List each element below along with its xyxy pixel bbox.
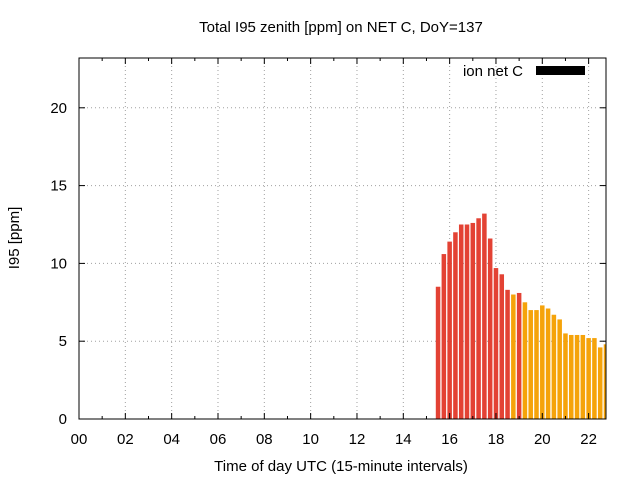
bar xyxy=(441,254,447,419)
plot-frame xyxy=(78,57,607,420)
bar xyxy=(528,310,533,419)
bar xyxy=(435,286,441,419)
bar xyxy=(522,302,528,419)
x-tick-label: 16 xyxy=(441,431,458,448)
bar xyxy=(476,218,481,419)
bar xyxy=(557,319,562,419)
bar xyxy=(540,305,545,419)
x-tick-label: 12 xyxy=(349,431,366,448)
y-tick-label: 0 xyxy=(59,411,67,428)
x-tick-label: 06 xyxy=(210,431,227,448)
bar xyxy=(511,294,516,419)
tick-labels: 00 02 04 06 08 10 12 14 16 18 20 22 0 5 10 15 20 xyxy=(50,100,597,448)
y-tick-label: 10 xyxy=(50,255,67,272)
x-tick-label: 04 xyxy=(163,431,180,448)
bar xyxy=(464,224,470,419)
bar xyxy=(592,338,597,419)
bars-group xyxy=(435,213,606,419)
x-tick-label: 14 xyxy=(395,431,412,448)
bar xyxy=(551,314,557,419)
bar xyxy=(453,232,458,419)
x-tick-label: 02 xyxy=(117,431,134,448)
bar xyxy=(505,289,510,419)
bar xyxy=(447,241,452,419)
bar xyxy=(516,292,522,419)
x-tick-label: 18 xyxy=(488,431,505,448)
bar xyxy=(563,333,568,419)
bar xyxy=(568,334,574,419)
chart-title: Total I95 zenith [ppm] on NET C, DoY=137 xyxy=(199,19,483,36)
bar xyxy=(499,274,505,419)
bar xyxy=(580,334,586,419)
bar xyxy=(458,224,464,419)
legend-label: ion net C xyxy=(463,63,523,80)
bar xyxy=(482,213,487,419)
x-tick-label: 00 xyxy=(71,431,88,448)
bar xyxy=(470,222,476,419)
bar xyxy=(586,338,591,419)
y-tick-label: 20 xyxy=(50,100,67,117)
y-tick-label: 15 xyxy=(50,178,67,195)
x-tick-label: 10 xyxy=(302,431,319,448)
legend-swatch xyxy=(536,66,585,75)
axis-ticks xyxy=(78,58,606,420)
x-tick-label: 08 xyxy=(256,431,273,448)
x-tick-label: 22 xyxy=(580,431,597,448)
y-tick-label: 5 xyxy=(59,333,67,350)
bar xyxy=(493,268,499,419)
bar xyxy=(487,238,493,419)
bar xyxy=(534,310,539,419)
bar xyxy=(597,347,603,419)
legend: ion net C xyxy=(463,63,585,80)
bar xyxy=(603,344,606,419)
bar xyxy=(574,334,580,419)
x-axis-label: Time of day UTC (15-minute intervals) xyxy=(214,458,468,475)
bar xyxy=(545,308,551,419)
x-tick-label: 20 xyxy=(534,431,551,448)
y-axis-label: I95 [ppm] xyxy=(6,207,23,270)
